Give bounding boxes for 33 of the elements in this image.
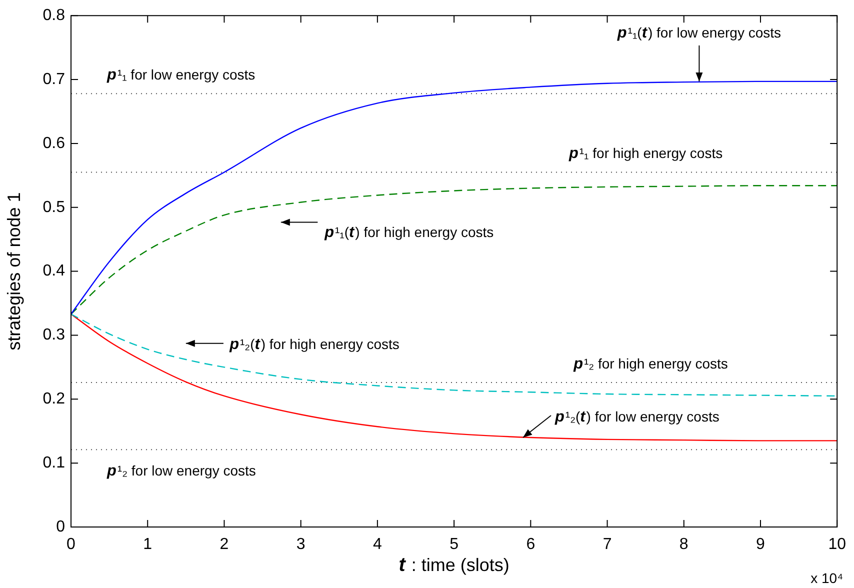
annotation: p¹₂(t) for high energy costs xyxy=(228,336,400,354)
x-tick-label: 4 xyxy=(372,536,382,554)
x-tick-label: 7 xyxy=(602,536,612,554)
y-tick-label: 0.8 xyxy=(42,7,66,24)
x-tick-label: 6 xyxy=(526,536,536,554)
ref-line-label: p¹₂ for high energy costs xyxy=(572,356,728,373)
line-series xyxy=(71,314,838,442)
x-tick-label: 9 xyxy=(756,536,766,554)
y-tick-label: 0.7 xyxy=(42,70,66,88)
text: x 10⁴ xyxy=(810,570,844,586)
y-tick-label: 0.2 xyxy=(42,390,66,408)
x-axis-title: t : time (slots) xyxy=(398,554,510,576)
ref-line-label: p¹₁ for low energy costs xyxy=(106,66,256,84)
y-tick-label: 0.1 xyxy=(42,454,66,472)
y-tick-label: 0.6 xyxy=(42,134,66,152)
annotation: p¹₁(t) for low energy costs xyxy=(616,24,782,42)
y-axis-title: strategies of node 1 xyxy=(4,192,24,350)
annotation: p¹₁(t) for high energy costs xyxy=(324,224,494,242)
y-tick-label: 0.5 xyxy=(42,198,66,216)
x-tick-label: 1 xyxy=(143,536,152,554)
annotation: p¹₂(t) for low energy costs xyxy=(554,408,720,426)
line-series xyxy=(71,185,838,315)
x-tick-label: 3 xyxy=(296,536,306,554)
line-series xyxy=(71,314,838,397)
x-tick-label: 10 xyxy=(828,536,846,554)
y-tick-label: 0.4 xyxy=(42,262,66,280)
ref-line-label: p¹₁ for high energy costs xyxy=(568,145,723,162)
x-tick-label: 5 xyxy=(450,536,459,554)
y-tick-label: 0.3 xyxy=(42,326,66,344)
x-tick-label: 2 xyxy=(220,536,229,554)
y-tick-label: 0 xyxy=(56,518,66,536)
ref-line-label: p¹₂ for low energy costs xyxy=(106,462,256,480)
x-tick-label: 8 xyxy=(679,536,688,554)
